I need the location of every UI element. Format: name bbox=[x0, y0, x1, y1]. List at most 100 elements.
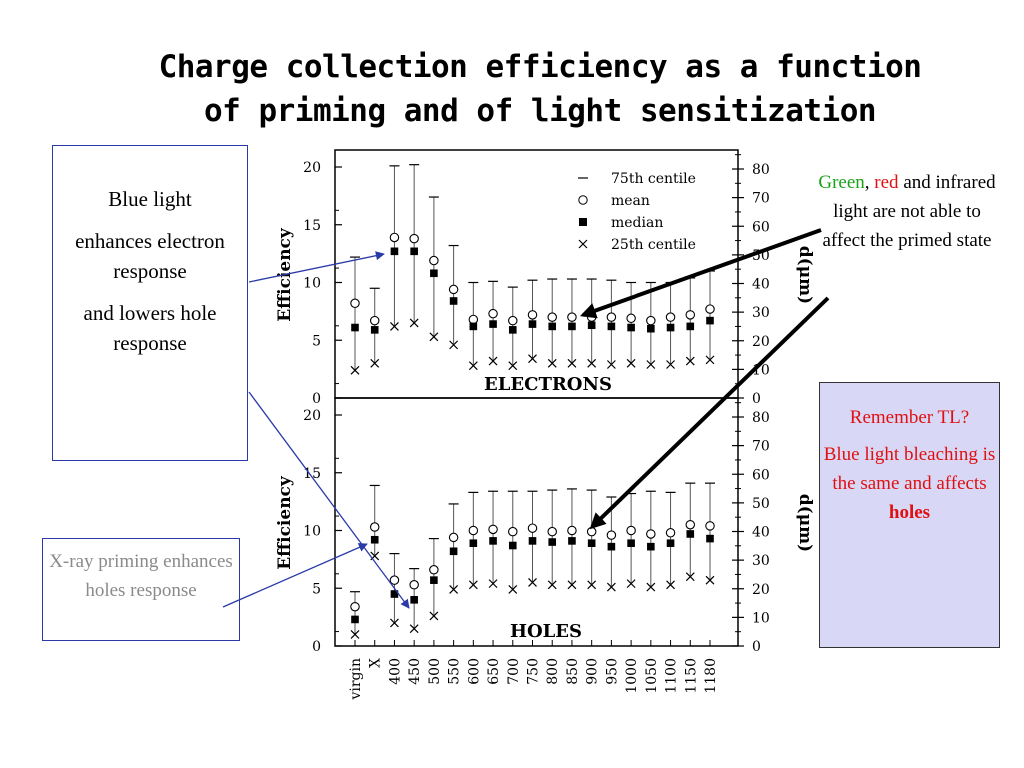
x-tick-label: 800 bbox=[545, 658, 561, 685]
point-25th-centile bbox=[567, 580, 577, 590]
legend: 75th centile mean median 25th centile bbox=[578, 171, 696, 253]
x-tick-label: 550 bbox=[447, 658, 463, 685]
x-tick-label: 700 bbox=[506, 658, 522, 685]
remember-tl-annotation: Remember TL? Blue light bleaching is the… bbox=[819, 382, 1000, 648]
x-tick-label: 500 bbox=[427, 658, 443, 685]
point-25th-centile bbox=[508, 361, 518, 371]
point-25th-centile bbox=[547, 358, 557, 368]
green-word: Green bbox=[818, 172, 865, 193]
point-mean bbox=[626, 313, 636, 324]
point-mean bbox=[429, 565, 439, 575]
x-tick-label: 450 bbox=[407, 658, 423, 685]
point-25th-centile bbox=[350, 630, 360, 639]
right-y-tick-label: 0 bbox=[752, 391, 761, 407]
x-tick-label: 600 bbox=[466, 658, 482, 685]
point-25th-centile bbox=[468, 361, 478, 371]
legend-label: median bbox=[611, 215, 663, 231]
comma: , bbox=[864, 172, 870, 193]
point-mean bbox=[646, 529, 656, 539]
annotation-arrow bbox=[222, 543, 368, 608]
point-25th-centile bbox=[429, 332, 439, 342]
right-y-tick-label: 70 bbox=[752, 439, 770, 455]
point-median bbox=[666, 323, 675, 332]
point-25th-centile bbox=[626, 358, 636, 368]
point-median bbox=[489, 320, 497, 328]
point-median bbox=[390, 247, 399, 256]
point-25th-centile bbox=[705, 575, 715, 585]
point-median bbox=[528, 537, 537, 545]
point-median bbox=[666, 539, 675, 548]
point-25th-centile bbox=[587, 580, 597, 590]
green-red-annotation: Green, red and infrared light are not ab… bbox=[812, 168, 1002, 255]
point-median bbox=[430, 269, 438, 278]
point-25th-centile bbox=[587, 358, 597, 368]
point-25th-centile bbox=[468, 580, 478, 590]
bleaching-text: Blue light bleaching is the same and aff… bbox=[820, 440, 999, 527]
y-tick-label: 20 bbox=[303, 408, 321, 424]
right-y-tick-label: 30 bbox=[752, 305, 770, 321]
point-median bbox=[706, 534, 714, 543]
y-tick-label: 10 bbox=[303, 276, 321, 292]
point-median bbox=[548, 538, 557, 546]
legend-label: 25th centile bbox=[611, 237, 696, 253]
annotation-arrow bbox=[579, 228, 822, 319]
holes-word: holes bbox=[888, 502, 931, 523]
point-median bbox=[686, 530, 695, 538]
xray-annotation: X-ray priming enhances holes response bbox=[42, 538, 240, 641]
point-25th-centile bbox=[508, 584, 518, 594]
xray-text: X-ray priming enhances holes response bbox=[49, 551, 233, 601]
panel-frame bbox=[334, 397, 739, 647]
point-25th-centile bbox=[409, 624, 419, 634]
y-tick-label: 10 bbox=[303, 524, 321, 540]
point-mean bbox=[626, 525, 636, 536]
point-25th-centile bbox=[705, 355, 715, 365]
point-25th-centile bbox=[429, 611, 439, 621]
point-median bbox=[568, 537, 576, 545]
point-median bbox=[449, 547, 458, 556]
green-red-rest: and infrared light are not able to affec… bbox=[822, 172, 996, 251]
point-mean bbox=[685, 310, 696, 320]
point-25th-centile bbox=[390, 321, 399, 331]
panel-frame bbox=[334, 149, 739, 399]
point-mean bbox=[409, 580, 419, 590]
title-line-1: Charge collection efficiency as a functi… bbox=[158, 49, 922, 85]
point-mean bbox=[665, 528, 676, 538]
blue-light-line-1: Blue light bbox=[108, 187, 192, 211]
point-median bbox=[469, 322, 478, 331]
x-tick-label: 850 bbox=[565, 658, 581, 685]
point-25th-centile bbox=[528, 354, 537, 364]
point-median bbox=[430, 576, 438, 584]
point-25th-centile bbox=[606, 360, 616, 369]
right-y-tick-label: 60 bbox=[752, 467, 770, 483]
right-y-tick-label: 80 bbox=[752, 410, 770, 426]
legend-marker-square bbox=[579, 218, 587, 226]
point-median bbox=[469, 539, 478, 548]
point-median bbox=[370, 535, 379, 544]
point-median bbox=[587, 539, 596, 548]
point-25th-centile bbox=[685, 356, 695, 366]
y-tick-label: 5 bbox=[312, 333, 321, 349]
point-mean bbox=[369, 522, 380, 532]
point-25th-centile bbox=[528, 578, 537, 587]
right-y-tick-label: 60 bbox=[752, 219, 770, 235]
point-median bbox=[390, 590, 399, 598]
slide-title: Charge collection efficiency as a functi… bbox=[110, 45, 970, 133]
point-mean bbox=[508, 526, 518, 537]
point-median bbox=[627, 323, 635, 332]
point-25th-centile bbox=[409, 318, 419, 328]
y-tick-label: 5 bbox=[312, 581, 321, 597]
right-y-tick-label: 20 bbox=[752, 334, 770, 350]
legend-marker-cross bbox=[578, 239, 588, 249]
y-axis-title: Efficiency bbox=[275, 475, 295, 570]
right-y-tick-label: 50 bbox=[752, 496, 770, 512]
y-tick-label: 20 bbox=[303, 160, 321, 176]
point-25th-centile bbox=[449, 584, 459, 594]
point-median bbox=[686, 322, 695, 331]
point-25th-centile bbox=[449, 340, 459, 350]
point-25th-centile bbox=[488, 356, 498, 366]
x-tick-label: 1180 bbox=[703, 658, 719, 694]
point-mean bbox=[350, 298, 360, 309]
blue-light-annotation: Blue light enhances electron response an… bbox=[52, 145, 248, 461]
x-tick-label: 750 bbox=[526, 658, 542, 685]
x-tick-label: virgin bbox=[348, 658, 364, 701]
